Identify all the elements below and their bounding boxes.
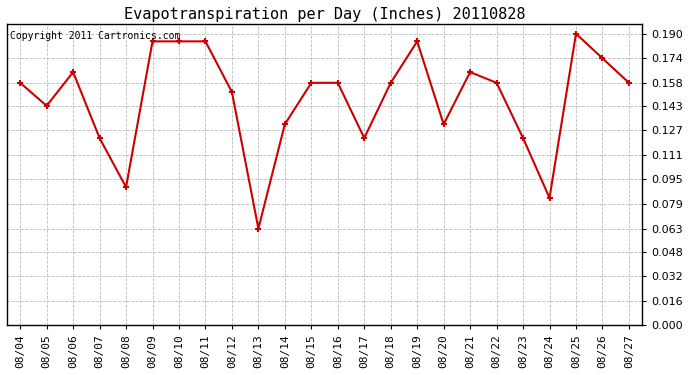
Text: Copyright 2011 Cartronics.com: Copyright 2011 Cartronics.com	[10, 30, 181, 40]
Title: Evapotranspiration per Day (Inches) 20110828: Evapotranspiration per Day (Inches) 2011…	[124, 7, 525, 22]
